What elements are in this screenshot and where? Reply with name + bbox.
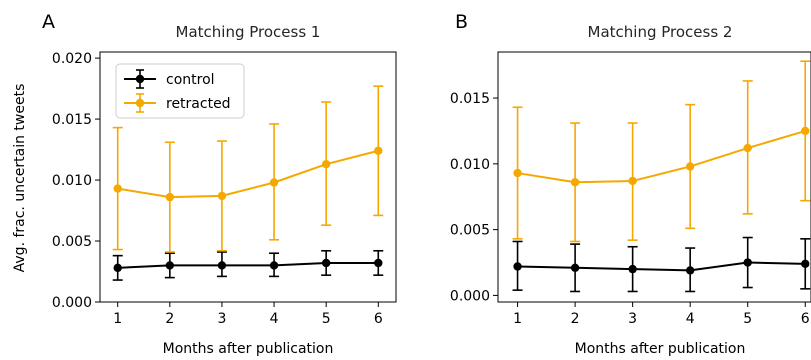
y-tick-label-b: 0.015 <box>450 91 490 107</box>
data-point-control <box>628 264 637 274</box>
legend-box <box>115 63 245 119</box>
x-axis-label-a: Months after publication <box>163 341 334 357</box>
data-point-control <box>269 261 279 270</box>
data-point-control <box>801 259 810 269</box>
data-point-retracted <box>113 184 122 193</box>
series-line-control <box>517 261 806 272</box>
plot-area-b: 0.000 0.005 0.010 0.015 1 2 3 4 5 6 <box>450 51 811 327</box>
panel-label-a: A <box>42 11 55 33</box>
series-retracted-a <box>112 85 384 253</box>
legend-label-control: control <box>166 72 215 88</box>
y-tick-label-a: 0.000 <box>52 295 92 311</box>
panel-a: A Matching Process 1 0.000 0.005 0.010 0.01… <box>12 11 397 357</box>
y-tick-label-b: 0.000 <box>450 288 490 304</box>
x-tick-label-b: 5 <box>743 311 752 327</box>
panel-b: B Matching Process 2 0.000 0.005 0.010 0.01… <box>450 11 811 357</box>
x-tick-label-b: 3 <box>628 311 637 327</box>
y-tick-label-b: 0.005 <box>450 223 490 239</box>
data-point-control <box>513 262 522 271</box>
y-tick-label-a: 0.005 <box>52 234 92 250</box>
axes-frame-b <box>497 51 811 303</box>
data-point-control <box>113 263 122 273</box>
x-tick-label-a: 1 <box>113 311 122 327</box>
y-tick-label-a: 0.015 <box>52 112 92 128</box>
x-tick-label-b: 2 <box>571 311 580 327</box>
data-point-control <box>743 258 752 267</box>
series-control-a <box>112 249 384 281</box>
series-line-retracted <box>117 149 379 199</box>
data-point-retracted <box>321 159 331 169</box>
data-point-control <box>685 266 695 275</box>
x-tick-label-b: 6 <box>801 311 810 327</box>
data-point-control <box>321 258 331 268</box>
plot-area-a: 0.000 0.005 0.010 0.015 0.020 1 2 3 4 5 6 control re… <box>52 51 397 327</box>
data-point-retracted <box>685 162 695 171</box>
x-tick-label-a: 4 <box>270 311 279 327</box>
data-point-control <box>217 261 227 270</box>
legend-a: control retracted <box>115 63 245 119</box>
x-tick-label-b: 4 <box>686 311 695 327</box>
data-point-retracted <box>269 178 279 187</box>
y-axis-label-a: Avg. frac. uncertain tweets <box>12 84 28 273</box>
data-point-control <box>165 261 175 270</box>
legend-marker-retracted <box>135 98 145 108</box>
data-point-retracted <box>374 146 383 155</box>
x-tick-label-b: 1 <box>513 311 522 327</box>
series-retracted-b <box>512 60 811 243</box>
axes-frame-a <box>99 51 397 303</box>
data-point-retracted <box>513 168 522 178</box>
x-tick-label-a: 5 <box>322 311 331 327</box>
data-point-retracted <box>743 143 752 153</box>
series-line-control <box>117 261 379 269</box>
series-line-retracted <box>517 129 806 184</box>
data-point-retracted <box>165 192 175 202</box>
chart-title-b: Matching Process 2 <box>588 23 733 41</box>
data-point-retracted <box>628 176 637 186</box>
x-tick-label-a: 3 <box>217 311 226 327</box>
x-tick-label-a: 2 <box>165 311 174 327</box>
series-control-b <box>512 236 811 293</box>
legend-marker-control <box>135 74 145 84</box>
x-tick-label-a: 6 <box>374 311 383 327</box>
data-point-retracted <box>217 191 227 201</box>
data-point-control <box>570 263 580 272</box>
y-tick-label-b: 0.010 <box>450 157 490 173</box>
legend-label-retracted: retracted <box>166 96 231 112</box>
data-point-retracted <box>570 178 580 187</box>
y-tick-label-a: 0.020 <box>52 51 92 67</box>
data-point-control <box>374 258 383 268</box>
x-axis-label-b: Months after publication <box>575 341 746 357</box>
chart-title-a: Matching Process 1 <box>176 23 321 41</box>
y-tick-label-a: 0.010 <box>52 173 92 189</box>
data-point-retracted <box>801 126 810 136</box>
panel-label-b: B <box>455 11 468 33</box>
